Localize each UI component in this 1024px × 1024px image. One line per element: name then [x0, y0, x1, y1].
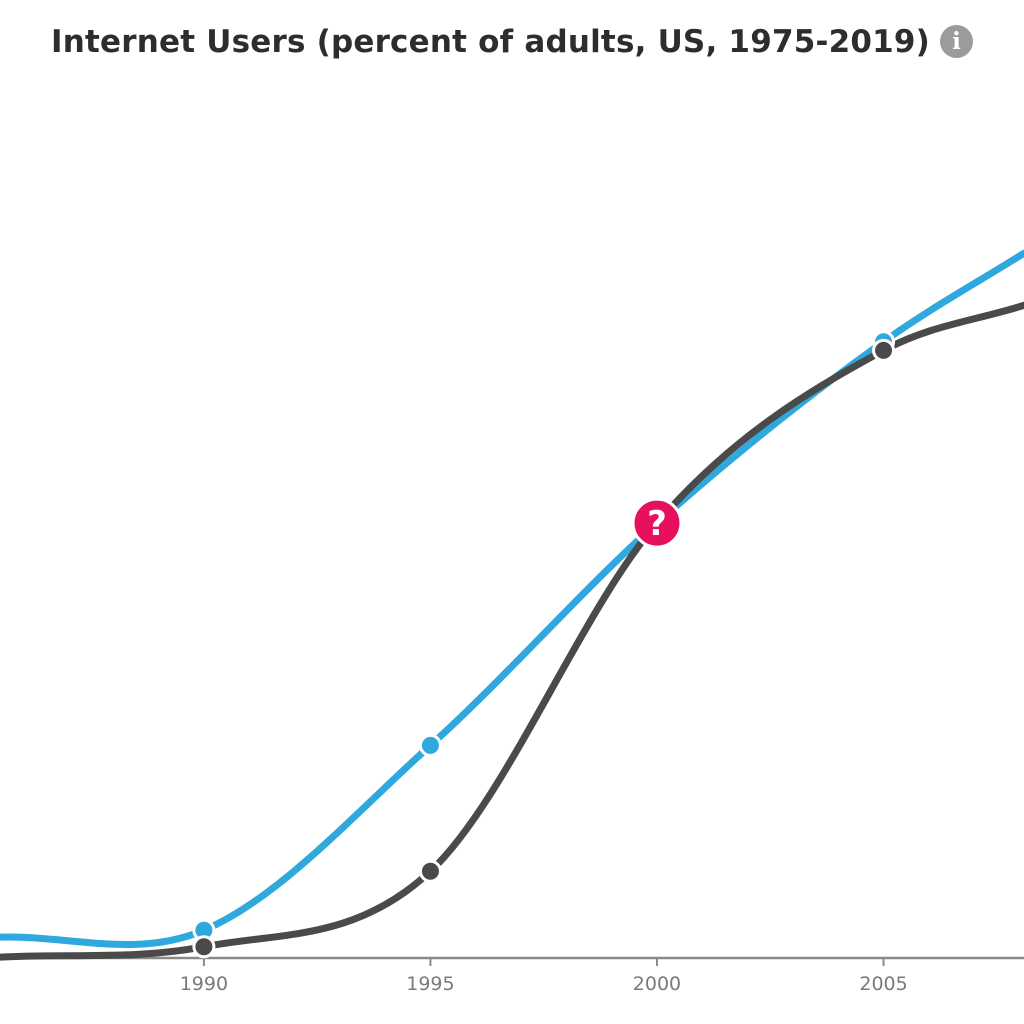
x-tick-label-1990: 1990 — [180, 973, 228, 995]
data-point-1-1990 — [192, 935, 216, 959]
series-line-1 — [0, 301, 1024, 961]
data-point-1-2005 — [872, 338, 896, 362]
data-point-0-1995 — [418, 733, 442, 757]
question-icon — [631, 497, 683, 549]
x-tick-label-1995: 1995 — [406, 973, 454, 995]
x-tick-label-2005: 2005 — [859, 973, 907, 995]
x-tick-label-1985: 1985 — [0, 973, 2, 995]
info-icon[interactable]: i — [940, 25, 974, 58]
chart-title-text: Internet Users (percent of adults, US, 1… — [50, 24, 931, 60]
x-tick-label-2000: 2000 — [633, 973, 681, 995]
chart-title: Internet Users (percent of adults, US, 1… — [0, 24, 1024, 60]
question-icon-label: ? — [647, 504, 667, 544]
data-point-1-1995 — [418, 859, 442, 883]
